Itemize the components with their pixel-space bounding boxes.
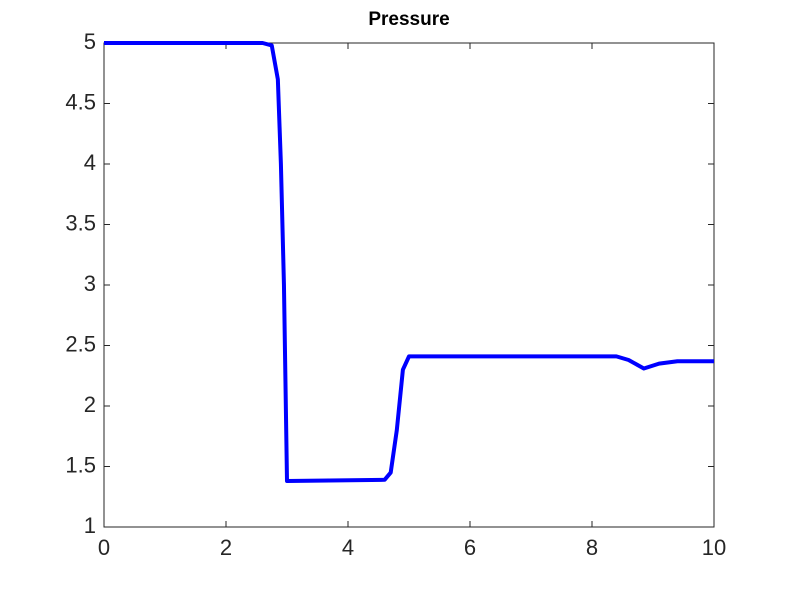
data-line (104, 41, 714, 484)
y-tick-label: 4 (84, 150, 96, 175)
y-tick-label: 1.5 (65, 452, 96, 477)
plot-frame (103, 42, 715, 528)
x-tick-label: 4 (342, 535, 354, 560)
y-tick-label: 4.5 (65, 89, 96, 114)
y-tick-label: 2.5 (65, 331, 96, 356)
x-tick-label: 8 (586, 535, 598, 560)
y-tick-label: 3.5 (65, 210, 96, 235)
y-tick-label: 2 (84, 392, 96, 417)
y-tick-label: 1 (84, 513, 96, 538)
x-tick-label: 0 (98, 535, 110, 560)
x-tick-label: 10 (702, 535, 726, 560)
y-tick-label: 5 (84, 29, 96, 54)
y-tick-label: 3 (84, 271, 96, 296)
x-tick-label: 2 (220, 535, 232, 560)
chart-title: Pressure (368, 9, 449, 30)
x-tick-label: 6 (464, 535, 476, 560)
